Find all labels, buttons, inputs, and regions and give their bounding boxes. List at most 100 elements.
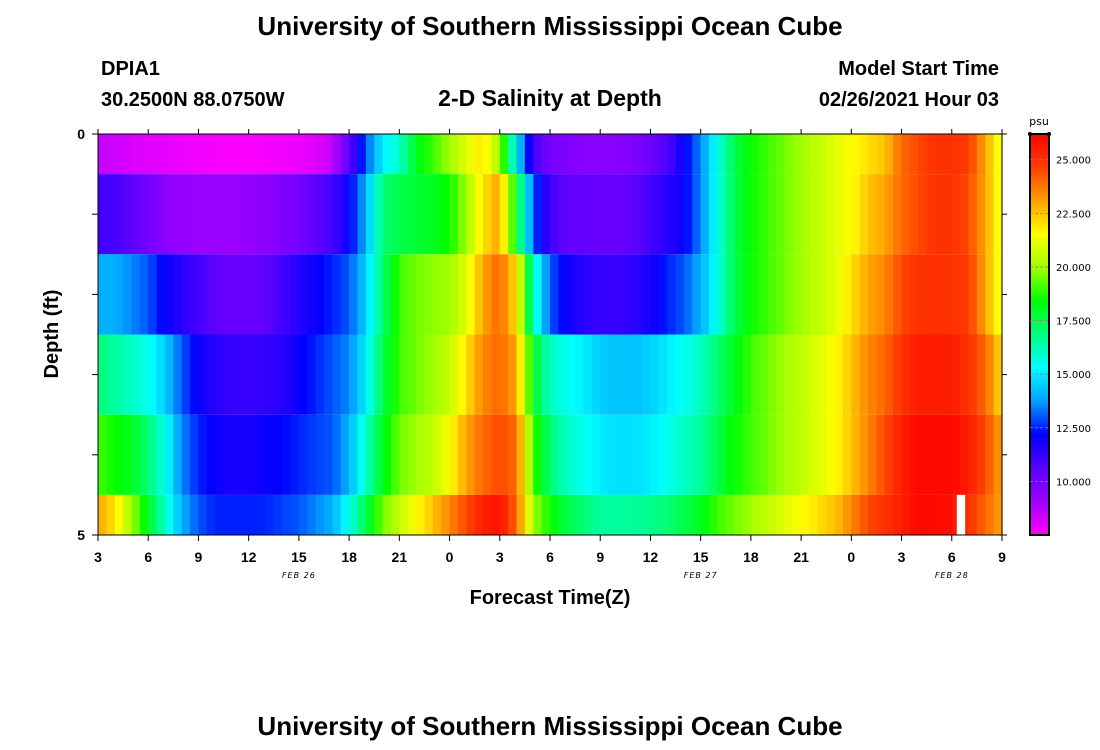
- x-tick-label: 15: [291, 549, 307, 565]
- heatmap-cell: [725, 494, 735, 535]
- heatmap-cell: [918, 494, 928, 535]
- heatmap-cell: [608, 174, 618, 255]
- heatmap-cell: [709, 254, 719, 335]
- heatmap-cell: [98, 334, 107, 415]
- heatmap-cell: [290, 494, 300, 535]
- heatmap-cell: [600, 494, 610, 535]
- colorbar-tick-label: 17.500: [1056, 317, 1091, 328]
- colorbar: 25.000 22.500 20.000 17.500 15.000 12.500 10.0…: [1028, 132, 1091, 536]
- heatmap-cell: [859, 134, 869, 175]
- date-label: FEB 26: [282, 571, 316, 580]
- date-label: FEB 28: [935, 571, 969, 580]
- heatmap-cell: [893, 334, 903, 415]
- colorbar-fill: [1029, 133, 1050, 536]
- heatmap-cell: [667, 494, 677, 535]
- heatmap-cell: [273, 134, 283, 175]
- heatmap-cell: [474, 174, 484, 255]
- heatmap-cell: [173, 494, 183, 535]
- heatmap-cell: [524, 254, 534, 335]
- heatmap-cell: [533, 334, 543, 415]
- heatmap-cell: [324, 414, 333, 495]
- heatmap-cell: [943, 494, 953, 535]
- heatmap-cell: [441, 254, 451, 335]
- heatmap-cell: [424, 494, 434, 535]
- heatmap-cell: [926, 174, 936, 255]
- heatmap-cell: [390, 494, 400, 535]
- heatmap-cell: [340, 494, 350, 535]
- heatmap-cell: [591, 414, 601, 495]
- heatmap-cell: [424, 134, 434, 175]
- heatmap-cell: [198, 254, 208, 335]
- heatmap-cell: [667, 334, 677, 415]
- heatmap-cell: [692, 254, 702, 335]
- heatmap-cell: [273, 174, 283, 255]
- colorbar-tick-label: 22.500: [1056, 209, 1091, 220]
- heatmap-cell: [508, 174, 518, 255]
- heatmap-cell: [985, 334, 995, 415]
- heatmap-cell: [985, 174, 995, 255]
- heatmap-cell: [282, 174, 292, 255]
- heatmap-cell: [139, 174, 149, 255]
- heatmap-cell: [349, 494, 359, 535]
- heatmap-cell: [575, 334, 585, 415]
- heatmap-cell: [700, 254, 710, 335]
- heatmap-cell: [156, 334, 166, 415]
- heatmap-cell: [340, 174, 350, 255]
- heatmap-cell: [98, 254, 107, 335]
- heatmap-cell: [298, 254, 308, 335]
- heatmap-cell: [516, 134, 526, 175]
- heatmap-cell: [257, 494, 267, 535]
- heatmap-cell: [131, 254, 141, 335]
- heatmap-cell: [759, 174, 769, 255]
- heatmap-cell: [583, 134, 593, 175]
- heatmap-cell: [583, 254, 593, 335]
- heatmap-cell: [499, 174, 509, 255]
- heatmap-cell: [734, 254, 744, 335]
- heatmap-cell: [742, 134, 752, 175]
- heatmap-cell: [541, 414, 551, 495]
- heatmap-cell: [851, 334, 861, 415]
- heatmap-cell: [692, 494, 702, 535]
- heatmap-cell: [817, 414, 827, 495]
- heatmap-cell: [859, 334, 869, 415]
- heatmap-cell: [683, 254, 693, 335]
- heatmap-cell: [374, 134, 384, 175]
- heatmap-cell: [499, 134, 509, 175]
- heatmap-cell: [575, 134, 585, 175]
- heatmap-cell: [131, 334, 141, 415]
- heatmap-cell: [943, 254, 953, 335]
- heatmap-cell: [248, 414, 258, 495]
- heatmap-cell: [893, 494, 903, 535]
- heatmap-cell: [148, 494, 158, 535]
- heatmap-cell: [809, 414, 819, 495]
- heatmap-cell: [282, 414, 292, 495]
- colorbar-tick-label: 15.000: [1056, 370, 1091, 381]
- heatmap-cell: [918, 334, 928, 415]
- heatmap-cell: [123, 494, 133, 535]
- heatmap-cell: [499, 494, 509, 535]
- colorbar-tick-label: 10.000: [1056, 477, 1091, 488]
- heatmap-cell: [382, 334, 392, 415]
- heatmap-cell: [550, 334, 559, 415]
- heatmap-cell: [181, 174, 191, 255]
- heatmap-cell: [206, 134, 216, 175]
- heatmap-cell: [491, 494, 501, 535]
- heatmap-cell: [491, 414, 501, 495]
- heatmap-cell: [658, 334, 668, 415]
- heatmap-cell: [240, 174, 250, 255]
- heatmap-cell: [290, 254, 300, 335]
- heatmap-cell: [223, 334, 233, 415]
- heatmap-cell: [876, 174, 886, 255]
- heatmap-cell: [558, 174, 568, 255]
- heatmap-cell: [206, 414, 216, 495]
- x-tick-label: 21: [793, 549, 809, 565]
- heatmap-cell: [524, 174, 534, 255]
- heatmap-cell: [231, 254, 241, 335]
- heatmap-cell: [985, 414, 995, 495]
- heatmap-cell: [851, 254, 861, 335]
- heatmap-cell: [817, 174, 827, 255]
- heatmap-cell: [332, 334, 342, 415]
- heatmap-cell: [968, 174, 978, 255]
- heatmap-cell: [859, 414, 869, 495]
- heatmap-cell: [516, 494, 526, 535]
